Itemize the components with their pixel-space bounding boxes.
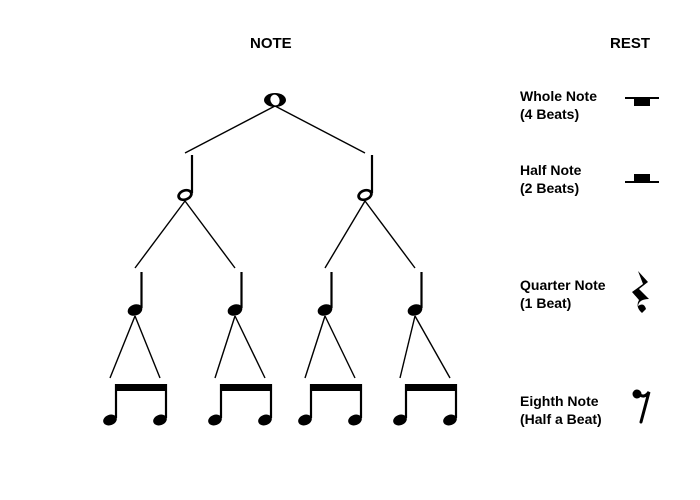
whole-rest-icon <box>612 92 672 118</box>
eighth-note-pair-icon <box>102 384 169 427</box>
quarter-note-icon <box>316 272 334 318</box>
header-rest: REST <box>610 35 650 52</box>
label-quarter: Quarter Note (1 Beat) <box>520 277 606 312</box>
label-half-name: Half Note <box>520 162 581 178</box>
quarter-rest-icon <box>612 268 672 316</box>
label-whole-name: Whole Note <box>520 88 597 104</box>
eighth-note-pair-icon <box>392 384 459 427</box>
note-tree-diagram <box>40 45 510 475</box>
quarter-note-icon <box>126 272 144 318</box>
half-note-icon <box>175 155 194 203</box>
half-note-icon <box>355 155 374 203</box>
eighth-note-pair-icon <box>297 384 364 427</box>
label-whole: Whole Note (4 Beats) <box>520 88 597 123</box>
label-quarter-beats: (1 Beat) <box>520 295 571 311</box>
eighth-note-pair-icon <box>207 384 274 427</box>
label-half-beats: (2 Beats) <box>520 180 579 196</box>
label-eighth-beats: (Half a Beat) <box>520 411 602 427</box>
label-quarter-name: Quarter Note <box>520 277 606 293</box>
label-half: Half Note (2 Beats) <box>520 162 581 197</box>
label-eighth-name: Eighth Note <box>520 393 599 409</box>
quarter-note-icon <box>226 272 244 318</box>
half-rest-icon <box>612 166 672 192</box>
whole-note-icon <box>264 93 286 107</box>
label-whole-beats: (4 Beats) <box>520 106 579 122</box>
quarter-note-icon <box>406 272 424 318</box>
label-eighth: Eighth Note (Half a Beat) <box>520 393 602 428</box>
eighth-rest-icon <box>612 385 672 427</box>
